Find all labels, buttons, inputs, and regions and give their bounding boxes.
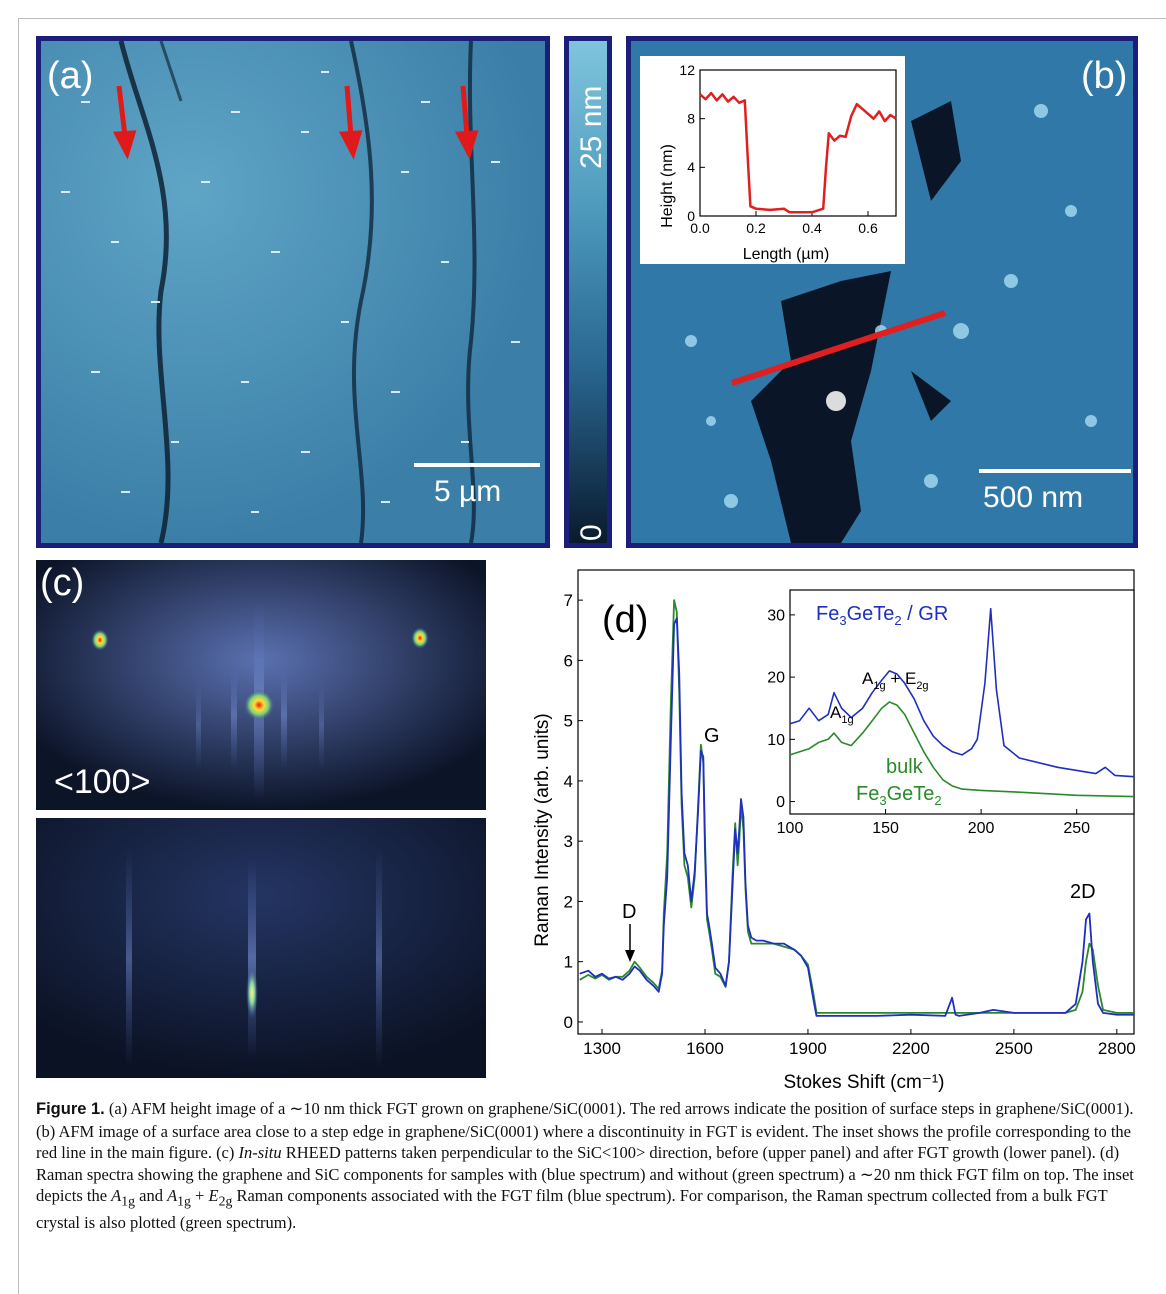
afm-particles xyxy=(61,71,520,513)
raman-xtick-label-1: 1600 xyxy=(686,1039,724,1058)
caption-part-3: Raman components associated with the FGT… xyxy=(36,1186,1108,1232)
raman-inset-ytick-label-1: 10 xyxy=(767,732,785,749)
inset-b-axes-frame xyxy=(699,69,897,217)
peak-label-d: D xyxy=(622,901,636,923)
raman-inset-axes-frame xyxy=(789,589,1135,815)
raman-chart: Raman Intensity (arb. units) Stokes Shif… xyxy=(532,569,1136,1093)
caption-a1g-2: A xyxy=(167,1186,178,1205)
figure-caption: Figure 1. (a) AFM height image of a ∼10 … xyxy=(36,1098,1136,1233)
inset-b-ytick-label-0: 0 xyxy=(687,208,695,224)
raman-inset-xtick-label-3: 250 xyxy=(1063,820,1090,837)
red-arrows xyxy=(112,85,479,160)
raman-xtick-label-0: 1300 xyxy=(583,1039,621,1058)
caption-a1g-sub: 1g xyxy=(121,1193,135,1209)
raman-ytick-label-7: 7 xyxy=(564,591,573,610)
raman-panel: Raman Intensity (arb. units) Stokes Shif… xyxy=(520,560,1160,1096)
raman-xtick-label-4: 2500 xyxy=(995,1039,1033,1058)
raman-inset-xtick-label-1: 150 xyxy=(872,820,899,837)
raman-ytick-label-5: 5 xyxy=(564,712,573,731)
raman-inset-xtick-label-0: 100 xyxy=(777,820,804,837)
colorbar-max-label: 25 nm xyxy=(575,85,608,169)
caption-lead: Figure 1. xyxy=(36,1100,105,1118)
caption-a1g: A xyxy=(111,1186,122,1205)
colorbar-min-label: 0 xyxy=(575,524,608,541)
rheed-lower-pattern xyxy=(36,818,486,1078)
inset-blue-label: Fe3GeTe2 / GR xyxy=(816,603,948,628)
figure-frame xyxy=(18,18,1166,1294)
raman-inset-bg xyxy=(790,590,1134,814)
raman-blue-series xyxy=(579,617,1134,1017)
raman-xtick-label-5: 2800 xyxy=(1098,1039,1136,1058)
inset-b-ytick-label-3: 12 xyxy=(679,62,695,78)
panel-b-label: (b) xyxy=(1081,55,1128,97)
raman-xlabel: Stokes Shift (cm⁻¹) xyxy=(784,1072,945,1093)
scalebar-a xyxy=(414,463,540,467)
afm-image-b: (b) 500 nm Height (nm) Length (µm) 0.0 0.… xyxy=(626,36,1138,548)
raman-inset-ytick-label-2: 20 xyxy=(767,670,785,687)
inset-b-ytick-label-1: 4 xyxy=(687,159,695,175)
d-arrow xyxy=(625,924,635,962)
afm-texture-a xyxy=(41,41,545,543)
raman-ytick-label-3: 3 xyxy=(564,832,573,851)
raman-ytick-label-0: 0 xyxy=(564,1013,573,1032)
inset-a1g-label: A1g xyxy=(830,703,854,726)
raman-inset-xtick-label-2: 200 xyxy=(968,820,995,837)
height-colorbar: 25 nm 0 xyxy=(564,36,612,548)
raman-ytick-label-1: 1 xyxy=(564,953,573,972)
raman-ylabel: Raman Intensity (arb. units) xyxy=(532,713,553,946)
profile-inset-chart: Height (nm) Length (µm) 0.0 0.2 0.4 0.6 0 4 8 1… xyxy=(659,62,897,263)
caption-plus: + xyxy=(190,1186,209,1205)
caption-e2g-sub: 2g xyxy=(218,1193,233,1209)
panel-a-label: (a) xyxy=(47,55,94,97)
inset-sum-label: A1g + E2g xyxy=(862,669,929,692)
inset-b-ytick-label-2: 8 xyxy=(687,111,695,127)
inset-green-label-1: bulk xyxy=(886,756,924,778)
raman-inset-ytick-label-3: 30 xyxy=(767,607,785,624)
raman-ytick-label-6: 6 xyxy=(564,651,573,670)
panel-c-label: (c) xyxy=(40,562,85,604)
rheed-lower xyxy=(36,818,486,1078)
raman-inset-ytick-label-0: 0 xyxy=(776,794,785,811)
afm-image-a: (a) 5 µm xyxy=(36,36,550,548)
raman-ytick-label-2: 2 xyxy=(564,892,573,911)
rheed-upper: (c) <100> xyxy=(36,560,486,810)
scalebar-b xyxy=(979,469,1131,473)
rheed-direction-label: <100> xyxy=(54,763,151,801)
inset-b-xtick-label-2: 0.4 xyxy=(802,220,822,236)
raman-xtick-label-2: 1900 xyxy=(789,1039,827,1058)
rheed-upper-pattern xyxy=(36,560,486,810)
inset-b-xtick-label-3: 0.6 xyxy=(858,220,878,236)
peak-label-2d: 2D xyxy=(1070,881,1096,903)
inset-b-ylabel: Height (nm) xyxy=(659,144,676,228)
scalebar-b-label: 500 nm xyxy=(983,481,1084,514)
panel-d-label: (d) xyxy=(602,599,648,641)
raman-ytick-label-4: 4 xyxy=(564,772,573,791)
raman-xtick-label-3: 2200 xyxy=(892,1039,930,1058)
inset-green-label-2: Fe3GeTe2 xyxy=(856,783,942,808)
profile-line xyxy=(731,310,946,386)
caption-part-1: (a) AFM height image of a ∼10 nm thick F… xyxy=(36,1099,1134,1162)
inset-b-xtick-label-0: 0.0 xyxy=(690,220,710,236)
height-profile-line xyxy=(699,91,897,214)
peak-label-g: G xyxy=(704,725,720,747)
caption-a1g-sub-2: 1g xyxy=(177,1193,191,1209)
caption-and: and xyxy=(135,1186,168,1205)
profile-inset: Height (nm) Length (µm) 0.0 0.2 0.4 0.6 0 4 8 1… xyxy=(640,56,905,264)
inset-b-xtick-label-1: 0.2 xyxy=(746,220,766,236)
caption-part-2: RHEED patterns taken perpendicular to th… xyxy=(36,1143,1134,1205)
inset-green-series xyxy=(789,701,1135,798)
inset-blue-series xyxy=(789,607,1135,778)
inset-b-xlabel: Length (µm) xyxy=(743,246,830,263)
caption-insitu: In-situ xyxy=(238,1143,282,1162)
scalebar-a-label: 5 µm xyxy=(434,475,502,508)
caption-e2g: E xyxy=(208,1186,219,1205)
